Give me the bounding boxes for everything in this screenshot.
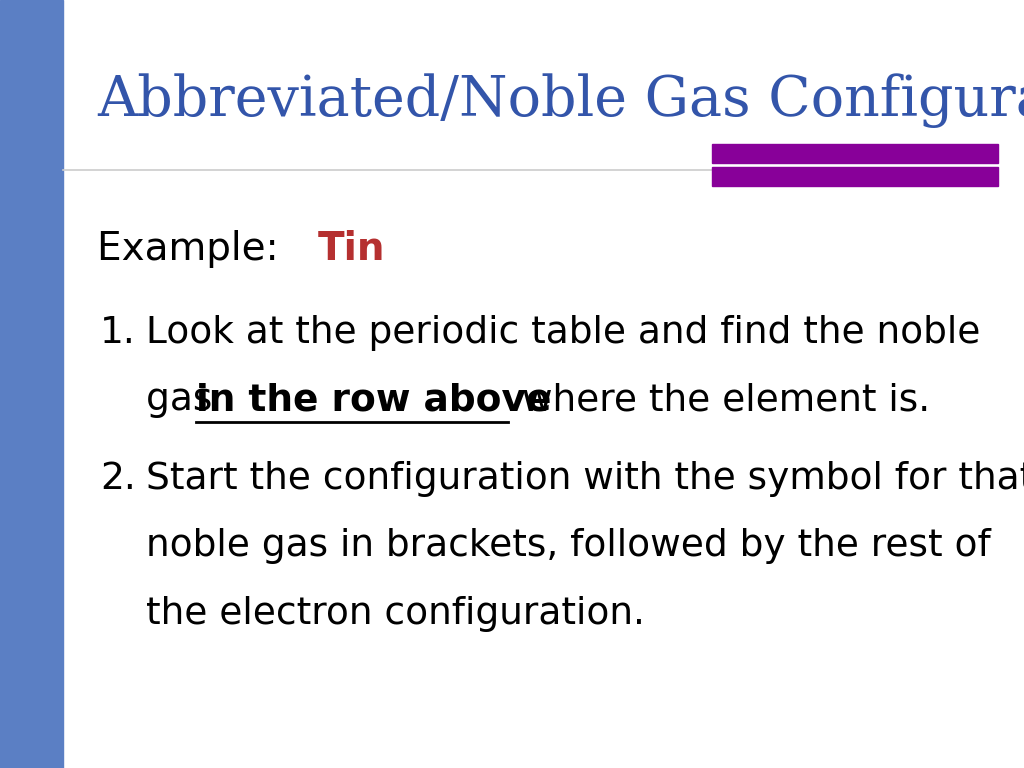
Text: Example:: Example:: [97, 230, 304, 268]
Bar: [0, 0, 63, 768]
Text: 2.: 2.: [100, 461, 136, 497]
Bar: [712, 167, 998, 186]
Text: 1.: 1.: [100, 315, 136, 351]
Bar: [712, 144, 998, 163]
Text: Start the configuration with the symbol for that: Start the configuration with the symbol …: [146, 461, 1024, 497]
Text: Tin: Tin: [317, 230, 385, 268]
Text: where the element is.: where the element is.: [510, 382, 930, 419]
Text: in the row above: in the row above: [196, 382, 551, 419]
Text: Abbreviated/Noble Gas Configuration: Abbreviated/Noble Gas Configuration: [97, 73, 1024, 127]
Text: gas: gas: [146, 382, 224, 419]
Text: noble gas in brackets, followed by the rest of: noble gas in brackets, followed by the r…: [146, 528, 991, 564]
Text: the electron configuration.: the electron configuration.: [146, 596, 645, 632]
Text: Look at the periodic table and find the noble: Look at the periodic table and find the …: [146, 315, 981, 351]
